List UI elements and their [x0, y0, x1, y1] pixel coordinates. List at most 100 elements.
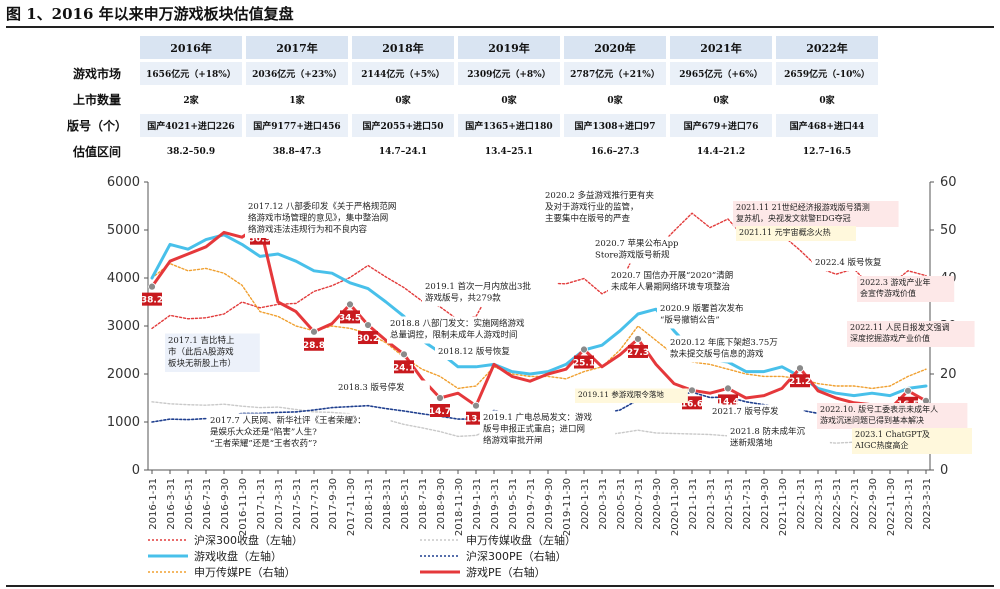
annotation-box: [608, 268, 776, 296]
table-cell: 国产679+进口76: [670, 114, 772, 137]
x-tick-label: 2021-7-31: [742, 478, 753, 530]
annotation-text: 2020.7 国信办开展“2020”清朗: [611, 270, 733, 281]
data-label: 13.4: [465, 415, 487, 425]
table-cell: 国产2055+进口50: [352, 114, 454, 137]
table-cell: 0家: [670, 88, 772, 111]
table-cell: 13.4–25.1: [458, 140, 560, 163]
annotation-box: [207, 413, 391, 452]
summary-table: 2016年 2017年 2018年 2019年 2020年 2021年 2022…: [54, 33, 882, 166]
x-tick-label: 2017-9-30: [328, 478, 339, 530]
x-tick-label: 2020-5-31: [616, 478, 627, 530]
x-tick-label: 2022-11-30: [886, 478, 897, 536]
data-label: 30.2: [357, 334, 379, 344]
year-header: 2022年: [776, 36, 878, 59]
x-tick-label: 2018-5-31: [400, 478, 411, 530]
annotation-text: “版号撤销公告”: [660, 315, 720, 326]
x-tick-label: 2022-1-31: [796, 478, 807, 530]
annotation-text: 2020.7 苹果公布App: [595, 238, 679, 249]
x-tick-label: 2019-1-31: [472, 478, 483, 530]
x-tick-label: 2021-3-31: [706, 478, 717, 530]
annotation-box: [709, 404, 804, 420]
annotation-text: 版号申报正式重启；进口网: [483, 424, 585, 435]
annotation-text: 2023.1 ChatGPT及: [855, 430, 930, 439]
annotation-text: 2018.3 版号停发: [338, 382, 405, 393]
annotation-text: 会宣传游戏价值: [860, 288, 916, 298]
table-header-row: 2016年 2017年 2018年 2019年 2020年 2021年 2022…: [58, 36, 878, 59]
table-cell: 2965亿元（+6%）: [670, 62, 772, 85]
table-cell: 国产9177+进口456: [246, 114, 348, 137]
title-rule: [6, 26, 994, 28]
table-row-valuation: 估值区间 38.2–50.9 38.8–47.3 14.7–24.1 13.4–…: [58, 140, 878, 163]
x-tick-label: 2016-5-31: [184, 478, 195, 530]
annotation-text: 游戏版号，共279款: [425, 293, 501, 304]
left-tick-label: 4000: [107, 271, 140, 286]
annotation-text: 板块无新股上市）: [168, 358, 236, 369]
data-label-box: [304, 337, 324, 351]
data-label-box: [142, 292, 162, 306]
annotation-text: “王者荣耀”还是“王者农药”?: [210, 438, 317, 449]
annotation-box: [480, 410, 616, 449]
x-tick-label: 2019-3-31: [490, 478, 501, 530]
annotation-box: [657, 301, 768, 329]
table-cell: 2787亿元（+21%）: [564, 62, 666, 85]
x-tick-label: 2017-1-31: [256, 478, 267, 530]
left-tick-label: 5000: [107, 223, 140, 238]
data-label-box: [628, 344, 648, 358]
table-row-market: 游戏市场 1656亿元（+18%） 2036亿元（+23%） 2144亿元（+5…: [58, 62, 878, 85]
annotation-text: 2021.7 版号停发: [712, 406, 779, 417]
annotation-text: 2022.4 版号恢复: [815, 257, 882, 268]
left-tick-label: 1000: [107, 415, 140, 430]
legend-label: 沪深300收盘（左轴）: [194, 533, 303, 547]
x-tick-label: 2017-5-31: [292, 478, 303, 530]
annotation-box: [733, 201, 899, 227]
annotation-box: [857, 276, 955, 302]
annotation-text: 2018.12 版号恢复: [438, 346, 510, 357]
annotation-text: 2021.8 防未成年沉: [730, 426, 805, 437]
data-label: 16.6: [681, 399, 703, 409]
table-cell: 国产1365+进口180: [458, 114, 560, 137]
annotation-text: 2021.11 21世纪经济报游戏版号猜测: [736, 202, 870, 212]
annotation-text: 2021.11 元宇宙概念火热: [739, 227, 831, 237]
x-tick-label: 2016-3-31: [166, 478, 177, 530]
annotation-text: 是娱乐大众还是“陷害”人生?: [210, 427, 317, 438]
annotation-box: [245, 199, 421, 238]
data-point-marker: [904, 386, 912, 395]
right-tick-label: 20: [940, 367, 957, 382]
data-label: 28.8: [303, 341, 325, 351]
annotation-text: 深度挖掘游戏产业价值: [850, 333, 930, 343]
row-label: 估值区间: [58, 140, 136, 163]
annotation-text: 2022.10. 版号工委表示未成年人: [820, 404, 938, 414]
x-tick-label: 2022-5-31: [832, 478, 843, 530]
table-cell: 14.4–21.2: [670, 140, 772, 163]
table-cell: 38.8–47.3: [246, 140, 348, 163]
x-tick-label: 2016-11-30: [238, 478, 249, 536]
data-point-marker: [634, 335, 642, 343]
annotation-box: [736, 226, 856, 241]
x-tick-label: 2023-3-31: [922, 478, 933, 530]
data-point-marker: [580, 345, 588, 354]
table-cell: 1家: [246, 88, 348, 111]
table-cell: 0家: [352, 88, 454, 111]
row-label: 上市数量: [58, 88, 136, 111]
annotation-text: 2019.1 首次一月内放出3批: [425, 281, 531, 292]
year-header: 2017年: [246, 36, 348, 59]
x-tick-label: 2020-9-30: [652, 478, 663, 530]
table-row-listings: 上市数量 2家 1家 0家 0家 0家 0家 0家: [58, 88, 878, 111]
annotation-box: [817, 403, 968, 429]
annotation-text: 迷新规落地: [730, 438, 773, 449]
data-point-marker: [724, 384, 732, 393]
annotation-box: [435, 344, 538, 360]
table-cell: 国产4021+进口226: [140, 114, 242, 137]
data-label-box: [790, 374, 810, 388]
data-label: 50.9: [249, 235, 271, 245]
annotation-text: 总量调控，限制未成年人游戏时间: [390, 330, 518, 341]
x-tick-label: 2016-7-31: [202, 478, 213, 530]
table-cell: 1656亿元（+18%）: [140, 62, 242, 85]
annotation-text: 2018.8 八部门发文：实施网络游戏: [390, 318, 525, 329]
data-label: 34.5: [339, 313, 361, 323]
annotation-text: 2020.9 版署首次发布: [660, 303, 743, 314]
x-tick-label: 2020-3-31: [598, 478, 609, 530]
table-cell: 0家: [458, 88, 560, 111]
annotation-box: [727, 424, 830, 452]
x-tick-label: 2021-9-30: [760, 478, 771, 530]
